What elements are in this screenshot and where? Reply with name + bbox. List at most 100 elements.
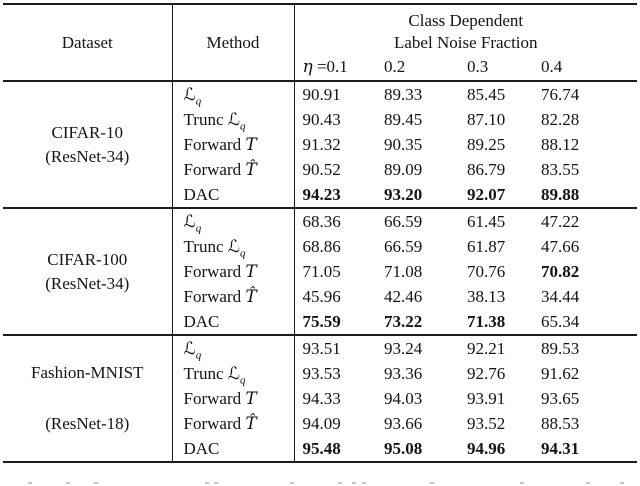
value-cell: 75.59 xyxy=(294,309,376,335)
accuracy-value: 75.59 xyxy=(302,311,341,331)
value-cell: 83.55 xyxy=(533,157,637,182)
method-symbol: T̂ xyxy=(245,159,257,180)
method-symbol: T̂ xyxy=(245,286,257,307)
value-cell: 70.82 xyxy=(533,259,637,284)
method-prefix: DAC xyxy=(183,311,220,331)
method-cell: DAC xyxy=(172,436,295,462)
method-prefix: Forward xyxy=(183,286,246,306)
method-cell: Forward T xyxy=(172,259,295,284)
accuracy-value: 93.66 xyxy=(384,413,423,433)
accuracy-value: 66.59 xyxy=(384,236,423,256)
value-cell: 93.52 xyxy=(459,411,533,436)
accuracy-value: 70.82 xyxy=(541,261,580,281)
value-cell: 90.52 xyxy=(294,157,376,182)
table-row: Forward T 94.33 94.03 93.91 93.65 xyxy=(3,386,637,411)
value-cell: 61.87 xyxy=(459,234,533,259)
accuracy-value: 70.76 xyxy=(467,261,506,281)
value-cell: 93.91 xyxy=(459,386,533,411)
table-row: Forward T 91.32 90.35 89.25 88.12 xyxy=(3,132,637,157)
accuracy-value: 88.53 xyxy=(541,413,580,433)
method-prefix: Forward xyxy=(183,388,246,408)
accuracy-value: 93.52 xyxy=(467,413,506,433)
method-subscript: q xyxy=(195,221,202,234)
value-cell: 66.59 xyxy=(376,208,459,234)
eta-value: =0.1 xyxy=(312,57,348,76)
value-cell: 71.38 xyxy=(459,309,533,335)
value-cell: 71.05 xyxy=(294,259,376,284)
header-dataset: Dataset xyxy=(3,4,173,81)
method-symbol: ℒ xyxy=(227,109,240,130)
method-subscript: q xyxy=(240,246,246,259)
table-row: Trunc ℒq 90.43 89.45 87.10 82.28 xyxy=(3,107,637,132)
dataset-name: Fashion-MNIST xyxy=(31,363,144,382)
accuracy-value: 89.88 xyxy=(541,184,580,204)
method-cell: Trunc ℒq xyxy=(172,361,295,386)
accuracy-value: 92.76 xyxy=(467,363,506,383)
method-cell: Forward T̂ xyxy=(172,284,295,309)
accuracy-value: 92.21 xyxy=(467,338,506,358)
value-cell: 73.22 xyxy=(376,309,459,335)
accuracy-value: 86.79 xyxy=(467,159,506,179)
eta-symbol: η xyxy=(302,57,313,77)
value-cell: 71.08 xyxy=(376,259,459,284)
accuracy-value: 95.48 xyxy=(302,438,341,458)
method-prefix: DAC xyxy=(183,438,220,458)
value-cell: 95.08 xyxy=(376,436,459,462)
table-row: Trunc ℒq 93.53 93.36 92.76 91.62 xyxy=(3,361,637,386)
method-prefix: Forward xyxy=(183,261,246,281)
accuracy-value: 90.35 xyxy=(384,134,423,154)
accuracy-value: 91.32 xyxy=(302,134,341,154)
accuracy-value: 90.43 xyxy=(302,109,341,129)
accuracy-value: 93.20 xyxy=(384,184,423,204)
accuracy-value: 94.03 xyxy=(384,388,423,408)
value-cell: 89.53 xyxy=(533,335,637,361)
table-row: CIFAR-100 (ResNet-34) ℒq 68.36 66.59 61.… xyxy=(3,208,637,335)
value-cell: 38.13 xyxy=(459,284,533,309)
method-subscript: q xyxy=(240,373,246,386)
method-cell: DAC xyxy=(172,309,295,335)
value-cell: 94.96 xyxy=(459,436,533,462)
accuracy-value: 92.07 xyxy=(467,184,506,204)
value-cell: 89.33 xyxy=(376,81,459,107)
accuracy-value: 61.45 xyxy=(467,211,506,231)
value-cell: 68.36 xyxy=(294,208,376,234)
accuracy-value: 76.74 xyxy=(541,84,580,104)
value-cell: 88.53 xyxy=(533,411,637,436)
dataset-name: CIFAR-100 xyxy=(47,249,128,269)
value-cell: 68.86 xyxy=(294,234,376,259)
accuracy-value: 65.34 xyxy=(541,311,580,331)
accuracy-value: 93.53 xyxy=(302,363,341,383)
value-cell: 94.03 xyxy=(376,386,459,411)
accuracy-value: 47.66 xyxy=(541,236,580,256)
value-cell: 93.51 xyxy=(294,335,376,361)
value-cell: 66.59 xyxy=(376,234,459,259)
value-cell: 93.66 xyxy=(376,411,459,436)
value-cell: 92.76 xyxy=(459,361,533,386)
method-symbol: ℒ xyxy=(227,236,240,257)
accuracy-value: 95.08 xyxy=(384,438,423,458)
value-cell: 42.46 xyxy=(376,284,459,309)
method-prefix: Forward xyxy=(183,413,246,433)
accuracy-value: 71.08 xyxy=(384,261,423,281)
method-cell: Trunc ℒq xyxy=(172,234,295,259)
value-cell: 91.62 xyxy=(533,361,637,386)
header-eta-0.4: 0.4 xyxy=(533,54,638,82)
value-cell: 65.34 xyxy=(533,309,637,335)
block-cifar10: CIFAR-10 (ResNet-34) ℒq 90.91 89.33 85.4… xyxy=(3,81,638,208)
value-cell: 94.33 xyxy=(294,386,376,411)
accuracy-value: 89.45 xyxy=(384,109,423,129)
value-cell: 90.43 xyxy=(294,107,376,132)
method-cell: Forward T xyxy=(172,386,295,411)
accuracy-value: 45.96 xyxy=(302,286,341,306)
method-symbol: ℒ xyxy=(183,211,196,232)
table-row: Forward T̂ 94.09 93.66 93.52 88.53 xyxy=(3,411,637,436)
accuracy-value: 93.36 xyxy=(384,363,423,383)
value-cell: 92.21 xyxy=(459,335,533,361)
value-cell: 47.22 xyxy=(533,208,637,234)
method-symbol: T xyxy=(245,134,257,155)
value-cell: 47.66 xyxy=(533,234,637,259)
accuracy-value: 93.51 xyxy=(302,338,341,358)
method-subscript: q xyxy=(195,348,202,361)
accuracy-value: 94.23 xyxy=(302,184,341,204)
accuracy-value: 47.22 xyxy=(541,211,580,231)
